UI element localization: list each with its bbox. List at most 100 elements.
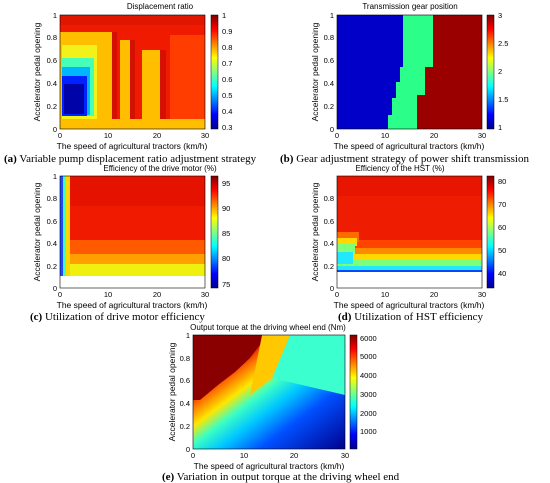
panel-b-colorbar-gradient xyxy=(486,14,495,130)
panel-e-top-darkred xyxy=(193,335,262,400)
panel-d-left-bump-cyan xyxy=(337,252,353,264)
panel-d-ytick-0.8: 0.8 xyxy=(324,194,334,203)
panel-c-caption-label: (c) xyxy=(30,311,43,323)
panel-e-cbtick-1000: 1000 xyxy=(360,427,377,436)
panel-d-cbtick-50: 50 xyxy=(498,246,506,255)
panel-c-xtick-10: 10 xyxy=(104,290,112,299)
panel-b-xlabel: The speed of agricultural tractors (km/h… xyxy=(334,141,485,151)
panel-b-cbtick-1.5: 1.5 xyxy=(498,95,508,104)
panel-c-top-band xyxy=(66,176,205,206)
panel-e-top-yellow xyxy=(250,335,290,395)
panel-b-cbtick-1: 1 xyxy=(498,123,502,132)
panel-d-frame xyxy=(336,175,483,289)
panel-d-xlabel: The speed of agricultural tractors (km/h… xyxy=(334,300,485,310)
panel-d-red-band xyxy=(337,240,482,248)
panel-c-y-ticks: 1 0.8 0.6 0.4 0.2 0 xyxy=(47,172,57,293)
panel-b-ytick-1: 1 xyxy=(330,11,334,20)
panel-a-cbtick-0.8: 0.8 xyxy=(222,43,232,52)
panel-d-xtick-30: 30 xyxy=(478,290,486,299)
panel-a-xtick-30: 30 xyxy=(201,131,209,140)
panel-d-x-ticks: 0 10 20 30 xyxy=(335,290,486,299)
panel-b-ytick-0.8: 0.8 xyxy=(324,33,334,42)
panel-e-y-ticks: 1 0.8 0.6 0.4 0.2 0 xyxy=(180,331,190,454)
panel-b-xtick-10: 10 xyxy=(381,131,389,140)
panel-d: Efficiency of the HST (%) 0.8 0.6 0.4 0.… xyxy=(310,164,506,323)
panel-a-col-3 xyxy=(142,50,162,129)
panel-e-xtick-10: 10 xyxy=(240,451,248,460)
panel-a-x-ticks: 0 10 20 30 xyxy=(58,131,209,140)
panel-d-cbtick-80: 80 xyxy=(498,177,506,186)
panel-e-ytick-0: 0 xyxy=(186,445,190,454)
panel-e-frame xyxy=(192,334,346,450)
panel-a-cbtick-0.6: 0.6 xyxy=(222,75,232,84)
panel-b-x-ticks: 0 10 20 30 xyxy=(335,131,486,140)
panel-c-colorbar: 95 90 85 80 75 xyxy=(210,175,230,289)
panel-c-ylabel: Accelerator pedal opening xyxy=(32,182,42,281)
panel-e-colorbar: 6000 5000 4000 3000 2000 1000 xyxy=(349,334,377,450)
panel-a-cbtick-0.4: 0.4 xyxy=(222,107,232,116)
panel-a-cbtick-1: 1 xyxy=(222,11,226,20)
panel-a-col-1-red xyxy=(112,32,117,129)
panel-d-left-bump-green xyxy=(337,244,355,254)
panel-b-gear-3-region xyxy=(417,15,482,129)
panel-b-ytick-0: 0 xyxy=(330,125,334,134)
panel-d-cyan-band xyxy=(337,266,482,270)
panel-c-left-strip-cyan xyxy=(63,176,66,276)
panel-a-ytick-0.2: 0.2 xyxy=(47,102,57,111)
panel-d-orange-band xyxy=(337,248,482,254)
panel-b-frame xyxy=(336,14,483,130)
panel-a-caption-label: (a) xyxy=(4,153,17,165)
panel-c-xtick-20: 20 xyxy=(153,290,161,299)
panel-a-ytick-0: 0 xyxy=(53,125,57,134)
panel-b-xtick-20: 20 xyxy=(430,131,438,140)
panel-a-colorbar-gradient xyxy=(210,14,219,130)
panel-c-colorbar-gradient xyxy=(210,175,219,289)
panel-c-ytick-0.2: 0.2 xyxy=(47,262,57,271)
panel-e-cbtick-4000: 4000 xyxy=(360,371,377,380)
panel-a-ytick-0.4: 0.4 xyxy=(47,79,57,88)
panel-d-caption-text: Utilization of HST efficiency xyxy=(351,311,483,323)
panel-b-caption-text: Gear adjustment strategy of power shift … xyxy=(293,153,529,165)
panel-a-bottom-yellow xyxy=(60,119,205,129)
panel-d-ytick-0: 0 xyxy=(330,284,334,293)
panel-d-caption: (d) Utilization of HST efficiency xyxy=(338,311,484,323)
panel-d-xtick-0: 0 xyxy=(335,290,339,299)
panel-a-frame xyxy=(59,14,206,130)
panel-a-plot-area xyxy=(59,14,206,130)
panel-d-xtick-20: 20 xyxy=(430,290,438,299)
panel-e-x-ticks: 0 10 20 30 xyxy=(191,451,349,460)
panel-c-cbtick-75: 75 xyxy=(222,280,230,289)
panel-c-yellow-band xyxy=(66,264,205,276)
panel-c-left-strip-blue xyxy=(60,176,63,276)
panel-b-cbtick-2: 2 xyxy=(498,67,502,76)
panel-b-colorbar: 3 2.5 2 1.5 1 xyxy=(486,11,508,132)
panel-a-col-1 xyxy=(100,32,114,129)
panel-a-cbtick-0.5: 0.5 xyxy=(222,91,232,100)
panel-d-green-band xyxy=(337,260,482,266)
panel-d-cbtick-40: 40 xyxy=(498,269,506,278)
panel-b: Transmission gear position 1 0.8 0.6 0.4… xyxy=(280,2,529,165)
panel-c-frame xyxy=(59,175,206,289)
panel-c-ytick-1: 1 xyxy=(53,172,57,181)
panel-e-caption-text: Variation in output torque at the drivin… xyxy=(174,471,399,483)
panel-e-caption-label: (e) xyxy=(162,471,175,483)
panel-e-xtick-0: 0 xyxy=(191,451,195,460)
panel-a-ytick-0.6: 0.6 xyxy=(47,56,57,65)
panel-a-cbtick-0.7: 0.7 xyxy=(222,59,232,68)
panel-b-title: Transmission gear position xyxy=(362,2,457,11)
panel-b-xtick-0: 0 xyxy=(335,131,339,140)
panel-b-plot-area xyxy=(336,14,483,130)
panel-d-colorbar-gradient xyxy=(486,175,495,289)
panel-c-ytick-0: 0 xyxy=(53,284,57,293)
panel-b-cbtick-2.5: 2.5 xyxy=(498,39,508,48)
panel-d-top-band xyxy=(337,176,482,196)
panel-d-cbtick-60: 60 xyxy=(498,223,506,232)
panel-d-cbtick-70: 70 xyxy=(498,200,506,209)
panel-b-y-ticks: 1 0.8 0.6 0.4 0.2 0 xyxy=(324,11,334,134)
panel-a-xtick-20: 20 xyxy=(153,131,161,140)
panel-e-xtick-30: 30 xyxy=(341,451,349,460)
panel-a-band-red-top xyxy=(60,15,205,25)
panel-a-caption-text: Variable pump displacement ratio adjustm… xyxy=(17,153,257,165)
panel-a-col-3-red xyxy=(160,50,166,129)
panel-b-cbtick-3: 3 xyxy=(498,11,502,20)
